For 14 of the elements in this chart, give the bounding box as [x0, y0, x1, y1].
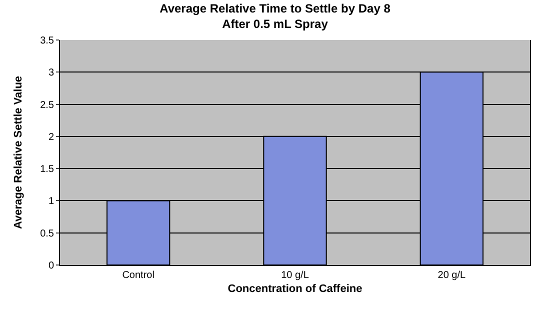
x-tick-label: 10 g/L — [281, 270, 310, 281]
x-tick-label: 20 g/L — [438, 270, 466, 281]
y-tick-label: 1 — [48, 196, 54, 208]
x-tick-label: Control — [122, 270, 154, 281]
y-tick-label: 1.5 — [40, 164, 54, 176]
y-tick-label: 3 — [48, 68, 54, 79]
y-tick-label: 0 — [48, 260, 54, 272]
y-tick-label: 2 — [48, 132, 54, 143]
y-tick-label: 0.5 — [40, 228, 54, 240]
chart-title: Average Relative Time to Settle by Day 8 After 0.5 mL Spray — [160, 1, 391, 31]
y-tick-label: 2.5 — [40, 100, 54, 111]
y-tick-label: 3.5 — [40, 36, 54, 46]
y-axis-title: Average Relative Settle Value — [12, 76, 25, 230]
x-axis-title: Concentration of Caffeine — [228, 283, 362, 296]
